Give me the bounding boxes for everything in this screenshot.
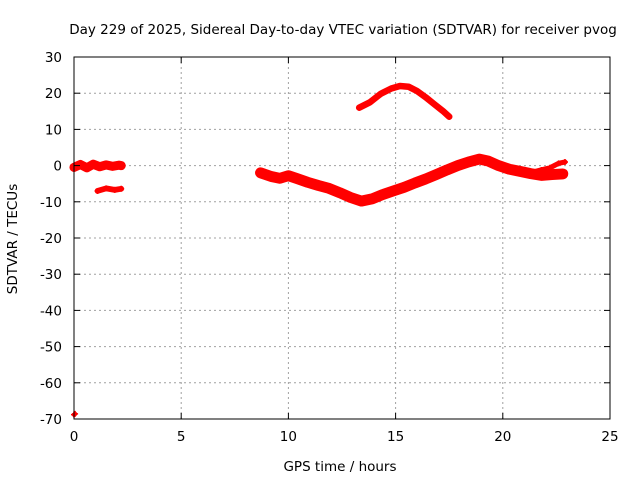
series-pvog-arc-2	[94, 185, 125, 194]
y-tick-label: -10	[40, 195, 62, 211]
x-axis-label: GPS time / hours	[283, 459, 396, 475]
data-point	[326, 185, 333, 192]
data-point	[561, 158, 568, 165]
data-point	[396, 82, 403, 89]
y-tick-label: -70	[40, 412, 62, 428]
data-point	[516, 168, 523, 175]
data-point	[422, 94, 429, 101]
data-point	[285, 172, 292, 179]
data-point	[439, 107, 446, 114]
data-point	[94, 187, 101, 194]
data-point	[72, 410, 79, 417]
x-tick-label: 20	[494, 429, 511, 445]
data-point	[401, 184, 408, 191]
series-pvog-arc-3	[355, 82, 453, 120]
data-point	[304, 179, 311, 186]
y-tick-label: 10	[45, 122, 62, 138]
series-line	[94, 185, 125, 194]
data-point	[118, 162, 125, 169]
data-point	[83, 164, 90, 171]
data-point	[549, 171, 556, 178]
data-point	[476, 156, 483, 163]
y-tick-label: 0	[53, 159, 62, 175]
data-point	[103, 161, 110, 168]
data-point	[431, 101, 438, 108]
data-point	[347, 194, 354, 201]
data-point	[90, 161, 97, 168]
y-tick-label: -30	[40, 267, 62, 283]
data-point	[555, 160, 562, 167]
data-point	[379, 191, 386, 198]
series-pvog-arc-5	[529, 158, 568, 176]
y-tick-label: -40	[40, 303, 62, 319]
x-tick-label: 15	[387, 429, 404, 445]
series-pvog-arc-4	[255, 153, 569, 207]
x-tick-label: 0	[70, 429, 79, 445]
data-point	[559, 170, 566, 177]
x-tick-label: 25	[601, 429, 618, 445]
grid-lines	[74, 57, 610, 419]
data-point	[390, 187, 397, 194]
data-point	[405, 83, 412, 90]
data-point	[465, 158, 472, 165]
data-point	[446, 113, 453, 120]
y-tick-label: 30	[45, 50, 62, 66]
data-point	[315, 182, 322, 189]
series-pvog-arc-1	[69, 159, 126, 173]
y-tick-labels: -70 -60 -50 -40 -30 -20 -10 0 10 20 30	[40, 50, 62, 428]
y-tick-label: -20	[40, 231, 62, 247]
data-point	[388, 85, 395, 92]
data-point	[293, 175, 300, 182]
series-pvog-outlier	[71, 410, 79, 418]
data-point	[103, 185, 110, 192]
data-point	[546, 164, 553, 171]
data-point	[336, 189, 343, 196]
data-point	[411, 179, 418, 186]
data-point	[529, 169, 536, 176]
y-tick-label: -50	[40, 340, 62, 356]
y-tick-label: 20	[45, 86, 62, 102]
x-tick-label: 10	[280, 429, 297, 445]
axis-ticks	[73, 56, 611, 420]
data-point	[356, 104, 363, 111]
data-point	[454, 162, 461, 169]
series-line	[355, 82, 453, 120]
data-point	[77, 161, 84, 168]
data-point	[96, 163, 103, 170]
data-point	[276, 175, 283, 182]
data-point	[118, 185, 125, 192]
data-point	[358, 198, 365, 205]
data-point	[111, 186, 118, 193]
data-point	[414, 88, 421, 95]
data-point	[538, 166, 545, 173]
data-point	[433, 171, 440, 178]
y-axis-label: SDTVAR / TECUs	[5, 184, 21, 294]
chart-title: Day 229 of 2025, Sidereal Day-to-day VTE…	[69, 22, 617, 38]
data-point	[538, 172, 545, 179]
x-tick-label: 5	[177, 429, 186, 445]
data-point	[268, 173, 275, 180]
data-point	[506, 166, 513, 173]
data-point	[369, 195, 376, 202]
x-tick-labels: 0 5 10 15 20 25	[70, 429, 619, 445]
y-tick-label: -60	[40, 376, 62, 392]
data-point	[444, 166, 451, 173]
data-series	[69, 82, 569, 418]
data-point	[484, 157, 491, 164]
data-point	[366, 99, 373, 106]
data-point	[495, 162, 502, 169]
data-point	[422, 175, 429, 182]
data-point	[257, 169, 264, 176]
data-point	[377, 90, 384, 97]
data-point	[109, 163, 116, 170]
